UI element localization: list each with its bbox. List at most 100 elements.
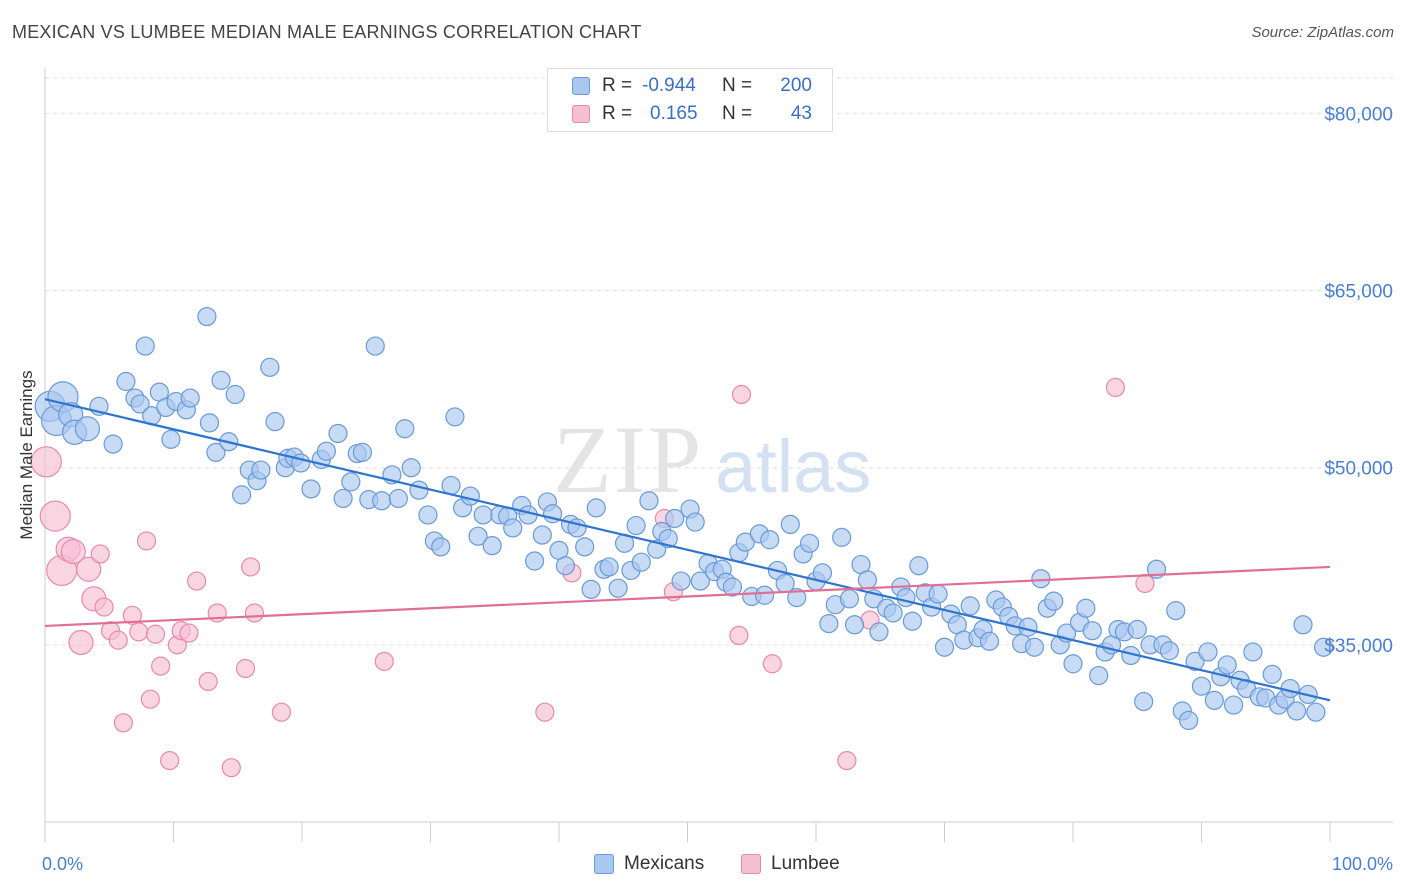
- mexicans-point: [1217, 655, 1237, 675]
- mexicans-point: [869, 622, 889, 642]
- mexicans-point: [909, 556, 929, 576]
- legend-n-label: N =: [722, 75, 753, 96]
- lumbee-point: [235, 658, 256, 679]
- y-tick-label: $65,000: [1324, 282, 1393, 303]
- mexicans-point: [787, 588, 807, 608]
- watermark-atlas: atlas: [715, 425, 871, 508]
- mexicans-point: [735, 532, 755, 552]
- mexicans-point: [180, 388, 200, 408]
- mexicans-point: [844, 615, 865, 635]
- mexicans-point: [639, 491, 659, 511]
- correlation-legend: R = -0.944 N = 200 R = 0.165 N = 43: [547, 68, 833, 132]
- mexicans-point: [1204, 690, 1224, 710]
- mexicans-point: [316, 441, 337, 461]
- lumbee-point: [160, 750, 180, 771]
- mexicans-point: [1179, 710, 1199, 731]
- lumbee-point: [94, 597, 114, 617]
- legend-label-mexicans: Mexicans: [624, 853, 705, 874]
- mexicans-point: [857, 570, 878, 590]
- lumbee-point: [136, 531, 157, 551]
- mexicans-point: [599, 557, 619, 577]
- lumbee-point: [76, 556, 102, 582]
- mexicans-point: [960, 596, 980, 616]
- lumbee-point: [68, 629, 94, 656]
- mexicans-point: [232, 485, 252, 505]
- mexicans-point: [1044, 591, 1064, 611]
- mexicans-point: [130, 394, 150, 414]
- mexicans-point: [979, 631, 1000, 651]
- mexicans-point: [780, 514, 800, 535]
- y-tick-label: $35,000: [1324, 636, 1393, 657]
- mexicans-point: [883, 603, 903, 623]
- mexicans-point: [116, 371, 136, 392]
- mexicans-point: [1198, 642, 1218, 662]
- mexicans-point: [1031, 569, 1051, 589]
- lumbee-point: [151, 656, 171, 676]
- mexicans-point: [532, 525, 552, 545]
- y-tick-label: $50,000: [1324, 459, 1393, 480]
- mexicans-point: [1243, 642, 1263, 662]
- mexicans-point: [1306, 702, 1326, 722]
- mexicans-trend-line: [44, 398, 1331, 702]
- mexicans-point: [74, 416, 101, 442]
- lumbee-point: [39, 500, 71, 532]
- mexicans-point: [503, 518, 523, 538]
- mexicans-point: [395, 419, 415, 439]
- mexicans-point: [260, 357, 280, 377]
- mexicans-point: [251, 460, 271, 480]
- legend-n-value: 200: [780, 75, 812, 96]
- mexicans-point: [1262, 664, 1282, 684]
- mexicans-point: [1166, 601, 1186, 621]
- mexicans-point: [722, 577, 743, 597]
- source-credit: Source: ZipAtlas.com: [1251, 24, 1394, 41]
- trend-lines: [44, 398, 1331, 702]
- watermark-zip: ZIP: [553, 406, 703, 513]
- legend-swatch-mexicans: [594, 854, 614, 874]
- legend-n-value: 43: [790, 103, 812, 124]
- mexicans-point: [928, 584, 948, 604]
- lumbee-point: [221, 758, 241, 778]
- lumbee-point: [535, 702, 555, 722]
- lumbee-point: [374, 651, 394, 671]
- mexicans-point: [1224, 695, 1244, 715]
- watermark: ZIP atlas: [553, 406, 871, 513]
- mexicans-point: [301, 479, 321, 499]
- legend-r-value: -0.944: [642, 75, 696, 96]
- chart-title: MEXICAN VS LUMBEE MEDIAN MALE EARNINGS C…: [12, 22, 642, 42]
- mexicans-point: [445, 407, 465, 427]
- lumbee-point: [187, 571, 207, 591]
- mexicans-point: [468, 526, 488, 546]
- mexicans-point: [832, 527, 852, 547]
- mexicans-point: [441, 475, 461, 496]
- mexicans-point: [431, 537, 451, 557]
- mexicans-point: [1089, 665, 1109, 686]
- mexicans-point: [754, 585, 775, 605]
- mexicans-point: [575, 537, 595, 557]
- mexicans-point: [473, 505, 493, 525]
- mexicans-point: [685, 512, 705, 532]
- lumbee-point: [129, 622, 149, 642]
- mexicans-point: [365, 336, 385, 356]
- mexicans-point: [211, 370, 231, 390]
- x-tick-label-left: 0.0%: [42, 854, 83, 874]
- mexicans-point: [1076, 598, 1096, 618]
- lumbee-point: [122, 605, 142, 625]
- mexicans-point: [1313, 637, 1334, 657]
- mexicans-point: [1127, 619, 1147, 640]
- mexicans-point: [135, 336, 155, 356]
- axes: [44, 68, 1393, 842]
- mexicans-point: [328, 423, 348, 444]
- legend-row-mexicans: R = -0.944 N = 200: [572, 73, 812, 99]
- mexicans-point: [197, 306, 217, 327]
- legend-label-lumbee: Lumbee: [771, 853, 840, 874]
- mexicans-point: [341, 472, 361, 492]
- mexicans-point: [418, 505, 438, 525]
- mexicans-point: [265, 412, 285, 432]
- lumbee-point: [271, 702, 292, 722]
- lumbee-point: [113, 713, 133, 733]
- legend-item-lumbee: Lumbee: [741, 851, 840, 877]
- mexicans-point: [1293, 615, 1313, 635]
- lumbee-point: [241, 557, 261, 577]
- y-axis-label: Median Male Earnings: [17, 370, 36, 539]
